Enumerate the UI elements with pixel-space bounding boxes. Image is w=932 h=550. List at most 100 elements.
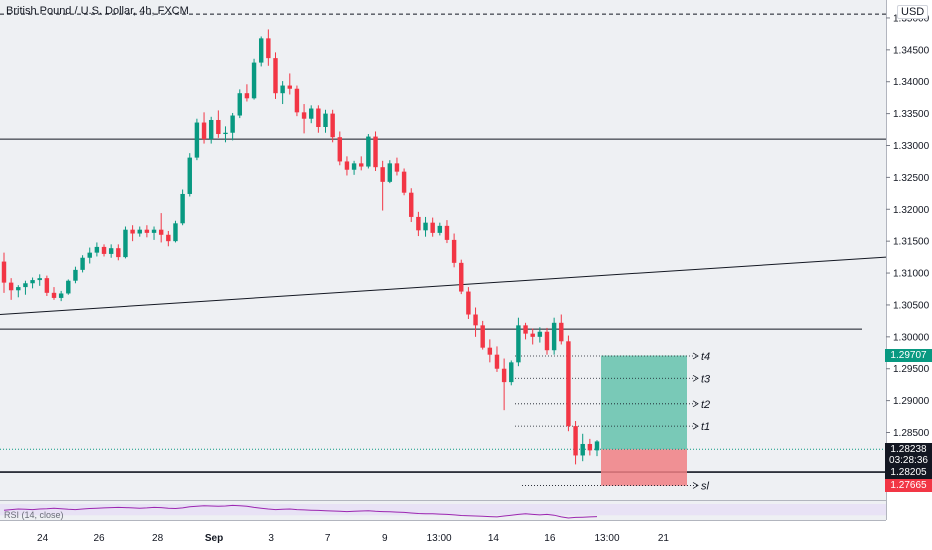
candle-body bbox=[108, 248, 114, 254]
candle-body bbox=[244, 93, 250, 99]
candle-body bbox=[380, 167, 385, 182]
candle bbox=[459, 259, 464, 295]
candle-body bbox=[530, 333, 535, 337]
candle-body bbox=[473, 314, 478, 326]
time-tick-label: 14 bbox=[488, 533, 500, 544]
target-label-t3: t3 bbox=[701, 373, 711, 385]
trendline bbox=[0, 256, 887, 316]
symbol-title: British Pound / U.S. Dollar, 4h, FXCM bbox=[6, 5, 189, 17]
candle bbox=[580, 433, 585, 462]
candle bbox=[158, 213, 164, 243]
candle-body bbox=[73, 269, 78, 281]
candle-body bbox=[366, 136, 371, 167]
candle-body bbox=[208, 119, 214, 140]
candle-body bbox=[151, 229, 157, 233]
candle-body bbox=[194, 122, 200, 158]
candle-body bbox=[323, 113, 328, 128]
candle bbox=[144, 225, 150, 238]
target-label-t1: t1 bbox=[701, 421, 710, 433]
candle bbox=[251, 58, 257, 100]
candle bbox=[58, 290, 64, 302]
candle-body bbox=[87, 252, 92, 258]
plot-background bbox=[0, 0, 886, 500]
candle bbox=[194, 118, 200, 161]
price-tick-label: 1.33500 bbox=[893, 109, 930, 120]
candle bbox=[258, 36, 264, 67]
price-tag: 1.27665 bbox=[885, 479, 932, 493]
candle-body bbox=[51, 292, 57, 298]
candle-body bbox=[8, 282, 14, 291]
time-tick-label: 7 bbox=[325, 533, 331, 544]
candle bbox=[566, 335, 571, 432]
candle bbox=[401, 168, 407, 196]
candle-body bbox=[587, 443, 593, 451]
time-axis: 24 26 28 Sep 3 7 9 13:00 14 16 13:00 21 bbox=[37, 533, 669, 544]
candle-body bbox=[359, 163, 364, 167]
candle bbox=[523, 322, 528, 340]
candle bbox=[394, 157, 400, 176]
price-tick-label: 1.28500 bbox=[893, 428, 930, 439]
candle bbox=[344, 156, 350, 176]
candle bbox=[487, 339, 493, 363]
candle-body bbox=[80, 257, 85, 270]
target-arrow-t4 bbox=[692, 352, 699, 360]
candle bbox=[544, 327, 550, 355]
candle bbox=[16, 285, 21, 298]
candle-body bbox=[466, 291, 471, 315]
candle bbox=[551, 317, 557, 355]
candle-body bbox=[173, 223, 178, 242]
price-tick-label: 1.32500 bbox=[893, 173, 930, 184]
stop-zone bbox=[601, 449, 687, 486]
candle-body bbox=[537, 331, 543, 337]
candle bbox=[280, 81, 285, 105]
candle-body bbox=[266, 38, 271, 59]
target-label-sl: sl bbox=[701, 480, 710, 492]
time-tick-label: 28 bbox=[152, 533, 164, 544]
candle-body bbox=[344, 161, 350, 170]
candle-body bbox=[566, 341, 571, 427]
price-tick-label: 1.31000 bbox=[893, 269, 930, 280]
price-tick-label: 1.33000 bbox=[893, 141, 930, 152]
candle-body bbox=[94, 246, 100, 253]
price-tick-label: 1.30000 bbox=[893, 332, 930, 343]
target-label-t4: t4 bbox=[701, 351, 710, 363]
candle-body bbox=[423, 222, 428, 231]
candle bbox=[180, 189, 185, 226]
price-tick-label: 1.29500 bbox=[893, 364, 930, 375]
candle-body bbox=[201, 122, 207, 140]
candle-body bbox=[351, 163, 357, 170]
candle bbox=[373, 131, 378, 172]
target-arrow-t2 bbox=[692, 400, 699, 408]
candle-body bbox=[387, 163, 393, 182]
candle-body bbox=[430, 222, 435, 233]
candle bbox=[44, 275, 50, 297]
candle-body bbox=[58, 293, 64, 298]
candle-body bbox=[409, 192, 414, 217]
time-tick-label: Sep bbox=[205, 533, 223, 544]
candle bbox=[316, 105, 321, 133]
candle-body bbox=[187, 157, 192, 194]
candle-body bbox=[437, 225, 443, 233]
candle bbox=[80, 255, 85, 273]
candle-body bbox=[337, 137, 343, 162]
candle bbox=[230, 112, 235, 141]
candle-body bbox=[44, 278, 50, 293]
candle-body bbox=[180, 193, 185, 224]
candle bbox=[166, 230, 171, 247]
price-tag: 1.28238 bbox=[885, 442, 932, 456]
candle bbox=[359, 156, 364, 171]
candle bbox=[516, 317, 521, 367]
candle bbox=[237, 89, 242, 119]
candle-body bbox=[66, 280, 71, 294]
time-tick-label: 24 bbox=[37, 533, 49, 544]
candle bbox=[466, 287, 471, 319]
candle-body bbox=[416, 216, 421, 231]
candle-body bbox=[394, 163, 400, 172]
candle-body bbox=[487, 347, 493, 355]
currency-selector[interactable]: USD bbox=[897, 5, 929, 19]
candle-body bbox=[258, 38, 264, 63]
candle-body bbox=[130, 229, 135, 234]
time-tick-label: 21 bbox=[658, 533, 670, 544]
